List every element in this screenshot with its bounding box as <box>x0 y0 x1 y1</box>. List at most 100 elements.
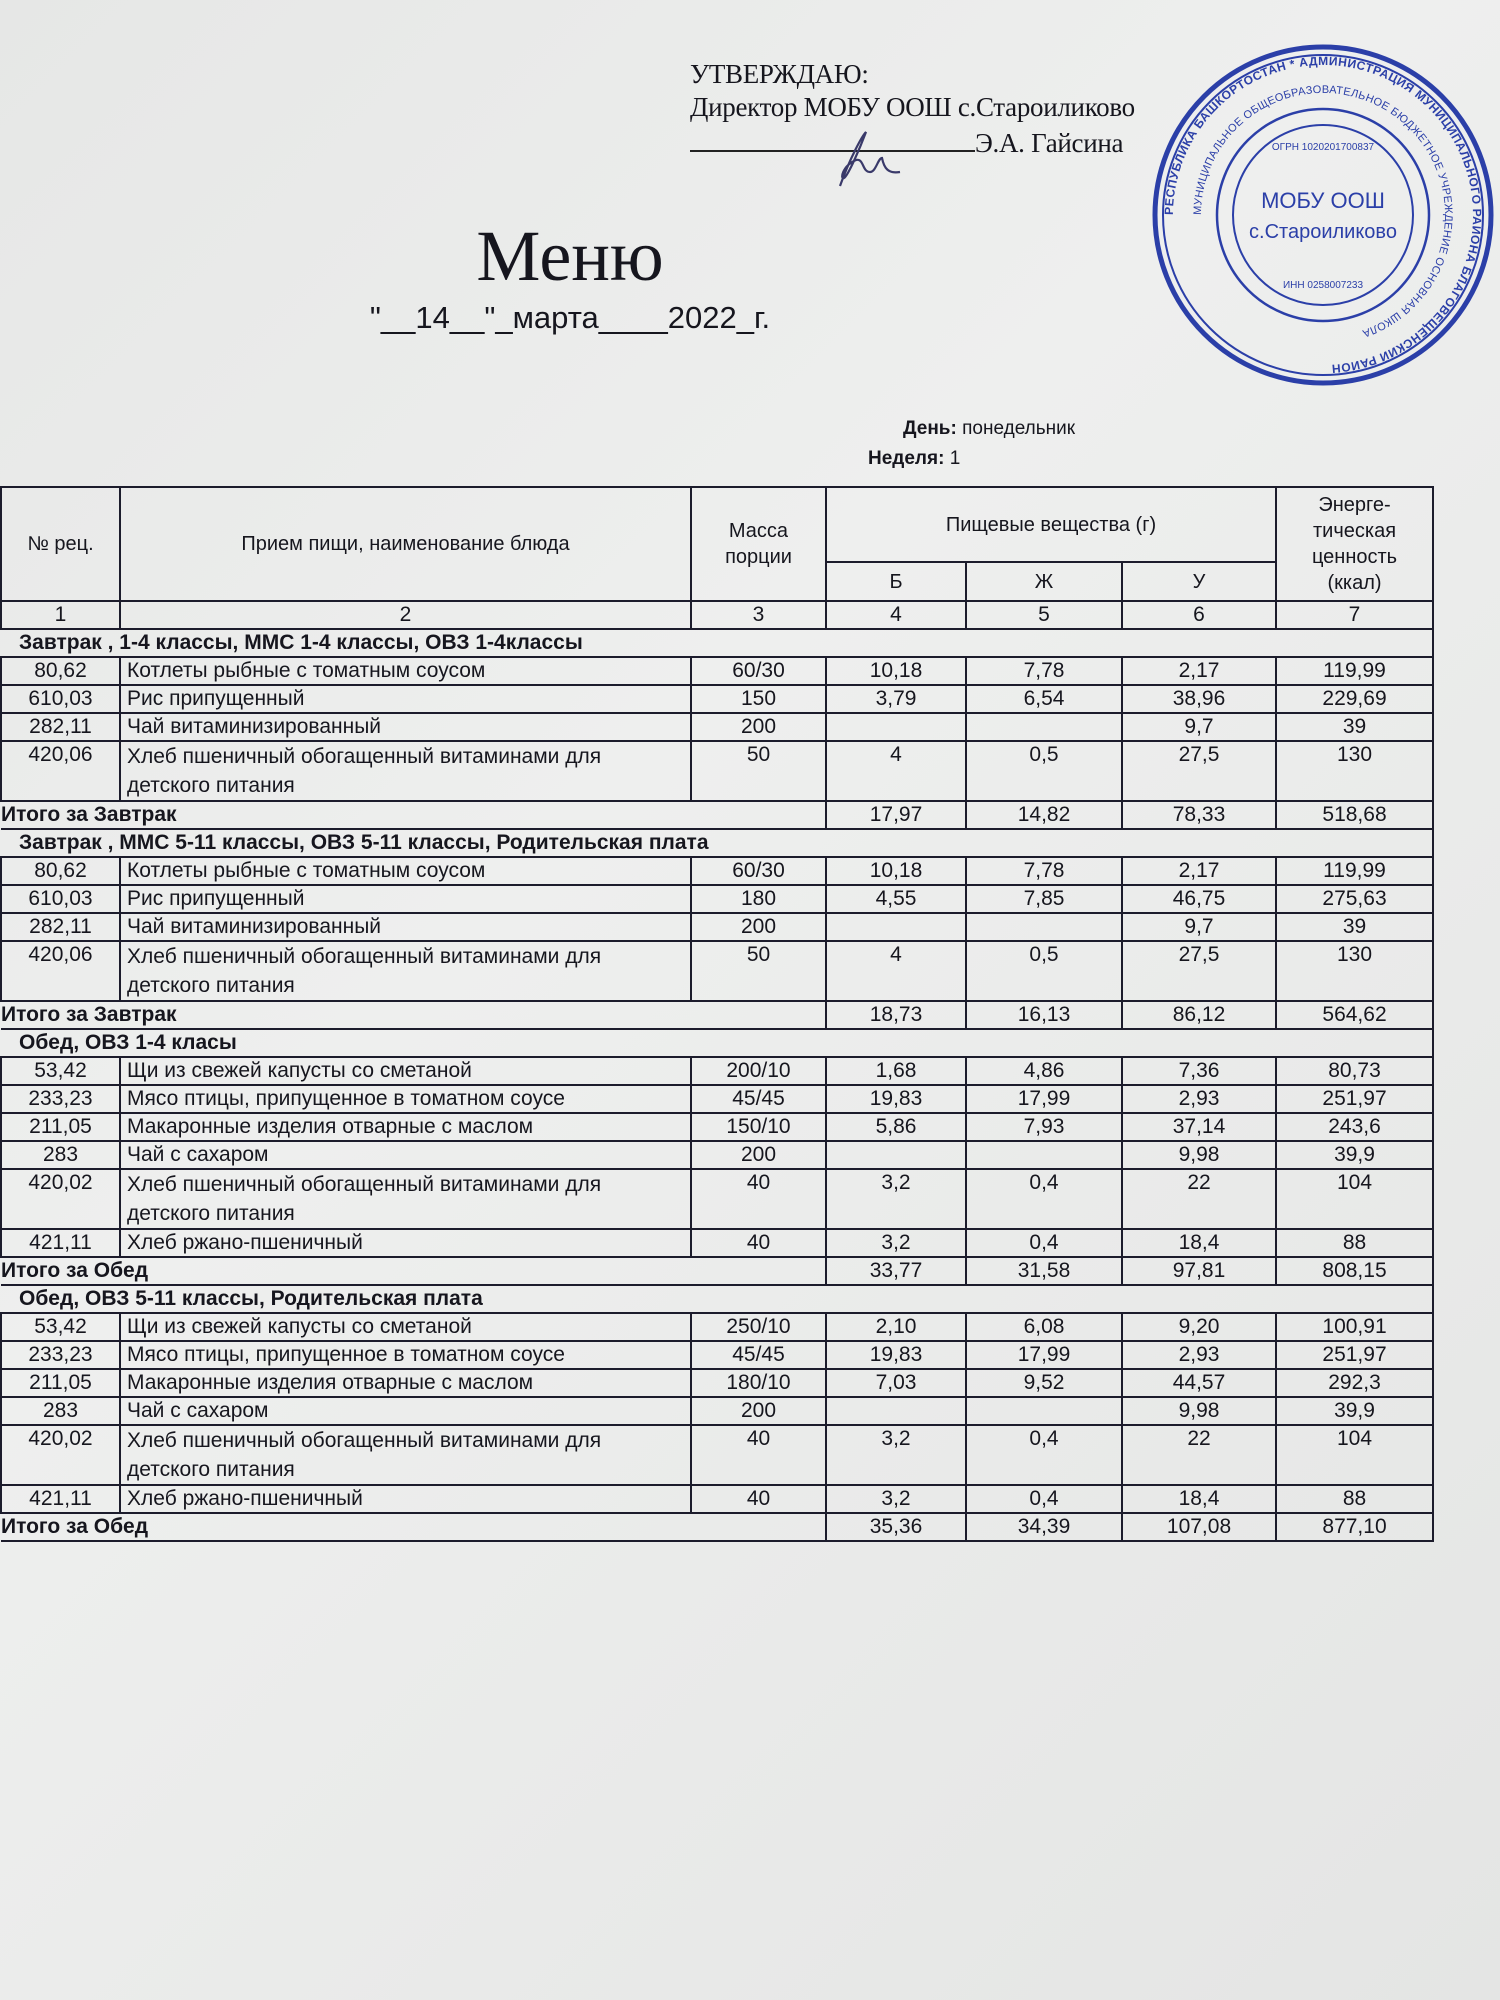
dish-name: Щи из свежей капусты со сметаной <box>119 1056 692 1086</box>
total-label: Итого за Обед <box>1 1512 827 1542</box>
cell-kcal: 104 <box>1275 1168 1435 1230</box>
dish-name: Рис припущенный <box>119 684 692 714</box>
cell-zh: 7,78 <box>965 856 1123 886</box>
cell-kcal: 39 <box>1275 712 1435 742</box>
cell-b: 5,86 <box>825 1112 967 1142</box>
table-row: 283 Чай с сахаром 200 9,98 39,9 <box>0 1396 1435 1426</box>
svg-text:с.Староиликово: с.Староиликово <box>1249 221 1397 243</box>
table-row: 420,02 Хлеб пшеничный обогащенный витамин… <box>0 1168 1435 1230</box>
week-info: Неделя: 1 <box>868 448 960 470</box>
table-row: 282,11 Чай витаминизированный 200 9,7 39 <box>0 712 1435 742</box>
recipe-number: 233,23 <box>0 1084 121 1114</box>
cell-zh: 7,93 <box>965 1112 1123 1142</box>
dish-name: Котлеты рыбные с томатным соусом <box>119 856 692 886</box>
cell-u: 2,93 <box>1120 1340 1278 1370</box>
dish-name: Котлеты рыбные с томатным соусом <box>119 656 692 686</box>
header-zh: Ж <box>965 561 1123 602</box>
dish-name: Хлеб пшеничный обогащенный витаминами дл… <box>119 1424 692 1486</box>
total-kcal: 564,62 <box>1275 1000 1435 1030</box>
cell-mass: 40 <box>690 1168 827 1230</box>
cell-mass: 50 <box>690 740 827 802</box>
cell-kcal: 104 <box>1275 1424 1435 1486</box>
recipe-number: 283 <box>0 1140 121 1170</box>
cell-zh: 0,5 <box>965 740 1123 802</box>
section-header: Обед, ОВЗ 5-11 классы, Родительская плат… <box>1 1284 1435 1314</box>
cell-mass: 180/10 <box>690 1368 827 1398</box>
cell-zh <box>965 912 1123 942</box>
column-number: 5 <box>965 600 1123 630</box>
cell-u: 38,96 <box>1120 684 1278 714</box>
dish-name: Чай с сахаром <box>119 1140 692 1170</box>
total-u: 107,08 <box>1120 1512 1278 1542</box>
cell-zh: 4,86 <box>965 1056 1123 1086</box>
handwritten-signature <box>838 131 901 187</box>
recipe-number: 211,05 <box>0 1112 121 1142</box>
dish-name: Макаронные изделия отварные с маслом <box>119 1368 692 1398</box>
dish-name: Хлеб ржано-пшеничный <box>119 1228 692 1258</box>
total-row: Итого за Обед 33,77 31,58 97,81 808,15 <box>1 1256 1435 1286</box>
cell-mass: 45/45 <box>690 1084 827 1114</box>
cell-kcal: 119,99 <box>1275 656 1435 686</box>
total-zh: 16,13 <box>965 1000 1123 1030</box>
cell-zh <box>965 1140 1123 1170</box>
recipe-number: 80,62 <box>0 856 121 886</box>
cell-b: 10,18 <box>825 656 967 686</box>
total-zh: 34,39 <box>965 1512 1123 1542</box>
cell-u: 18,4 <box>1120 1228 1278 1258</box>
approval-label: УТВЕРЖДАЮ: <box>690 59 869 89</box>
dish-name: Хлеб пшеничный обогащенный витаминами дл… <box>119 740 692 802</box>
table-row: 211,05 Макаронные изделия отварные с масл… <box>0 1368 1435 1398</box>
total-kcal: 518,68 <box>1275 800 1435 830</box>
cell-u: 46,75 <box>1120 884 1278 914</box>
cell-b: 3,79 <box>825 684 967 714</box>
cell-kcal: 119,99 <box>1275 856 1435 886</box>
recipe-number: 610,03 <box>0 884 121 914</box>
cell-kcal: 251,97 <box>1275 1084 1435 1114</box>
dish-name: Хлеб ржано-пшеничный <box>119 1484 692 1514</box>
cell-mass: 200 <box>690 1396 827 1426</box>
total-row: Итого за Обед 35,36 34,39 107,08 877,10 <box>1 1512 1435 1542</box>
dish-name: Щи из свежей капусты со сметаной <box>119 1312 692 1342</box>
section-title: Обед, ОВЗ 1-4 класы <box>1 1028 1435 1058</box>
table-row: 211,05 Макаронные изделия отварные с масл… <box>0 1112 1435 1142</box>
cell-u: 9,20 <box>1120 1312 1278 1342</box>
recipe-number: 283 <box>0 1396 121 1426</box>
cell-zh: 17,99 <box>965 1340 1123 1370</box>
cell-b: 19,83 <box>825 1340 967 1370</box>
column-number: 6 <box>1120 600 1278 630</box>
approval-signer: Э.А. Гайсина <box>975 128 1124 158</box>
dish-name: Мясо птицы, припущенное в томатном соусе <box>119 1340 692 1370</box>
total-u: 86,12 <box>1120 1000 1278 1030</box>
day-value: понедельник <box>962 418 1076 439</box>
cell-b: 3,2 <box>825 1424 967 1486</box>
cell-kcal: 251,97 <box>1275 1340 1435 1370</box>
recipe-number: 420,06 <box>0 940 121 1002</box>
total-row: Итого за Завтрак 17,97 14,82 78,33 518,68 <box>1 800 1435 830</box>
cell-u: 27,5 <box>1120 740 1278 802</box>
section-title: Завтрак , 1-4 классы, ММС 1-4 классы, ОВ… <box>1 628 1435 658</box>
total-zh: 14,82 <box>965 800 1123 830</box>
menu-date: "__14__"_марта____2022_г. <box>369 300 771 335</box>
total-b: 18,73 <box>825 1000 967 1030</box>
cell-mass: 200 <box>690 912 827 942</box>
table-row: 283 Чай с сахаром 200 9,98 39,9 <box>0 1140 1435 1170</box>
table-row: 420,02 Хлеб пшеничный обогащенный витамин… <box>0 1424 1435 1486</box>
cell-u: 27,5 <box>1120 940 1278 1002</box>
recipe-number: 610,03 <box>0 684 121 714</box>
recipe-number: 233,23 <box>0 1340 121 1370</box>
cell-mass: 250/10 <box>690 1312 827 1342</box>
cell-mass: 45/45 <box>690 1340 827 1370</box>
cell-zh: 6,08 <box>965 1312 1123 1342</box>
dish-name: Чай с сахаром <box>119 1396 692 1426</box>
cell-b <box>825 1140 967 1170</box>
cell-u: 9,98 <box>1120 1140 1278 1170</box>
cell-zh <box>965 712 1123 742</box>
table-row: 53,42 Щи из свежей капусты со сметаной 200… <box>0 1056 1435 1086</box>
recipe-number: 282,11 <box>0 912 121 942</box>
table-row: 53,42 Щи из свежей капусты со сметаной 250… <box>0 1312 1435 1342</box>
section-header: Обед, ОВЗ 1-4 класы <box>1 1028 1435 1058</box>
cell-b: 1,68 <box>825 1056 967 1086</box>
header-nutrients: Пищевые вещества (г) <box>824 485 1278 564</box>
table-row: 420,06 Хлеб пшеничный обогащенный витамин… <box>0 740 1435 802</box>
cell-b: 2,10 <box>825 1312 967 1342</box>
